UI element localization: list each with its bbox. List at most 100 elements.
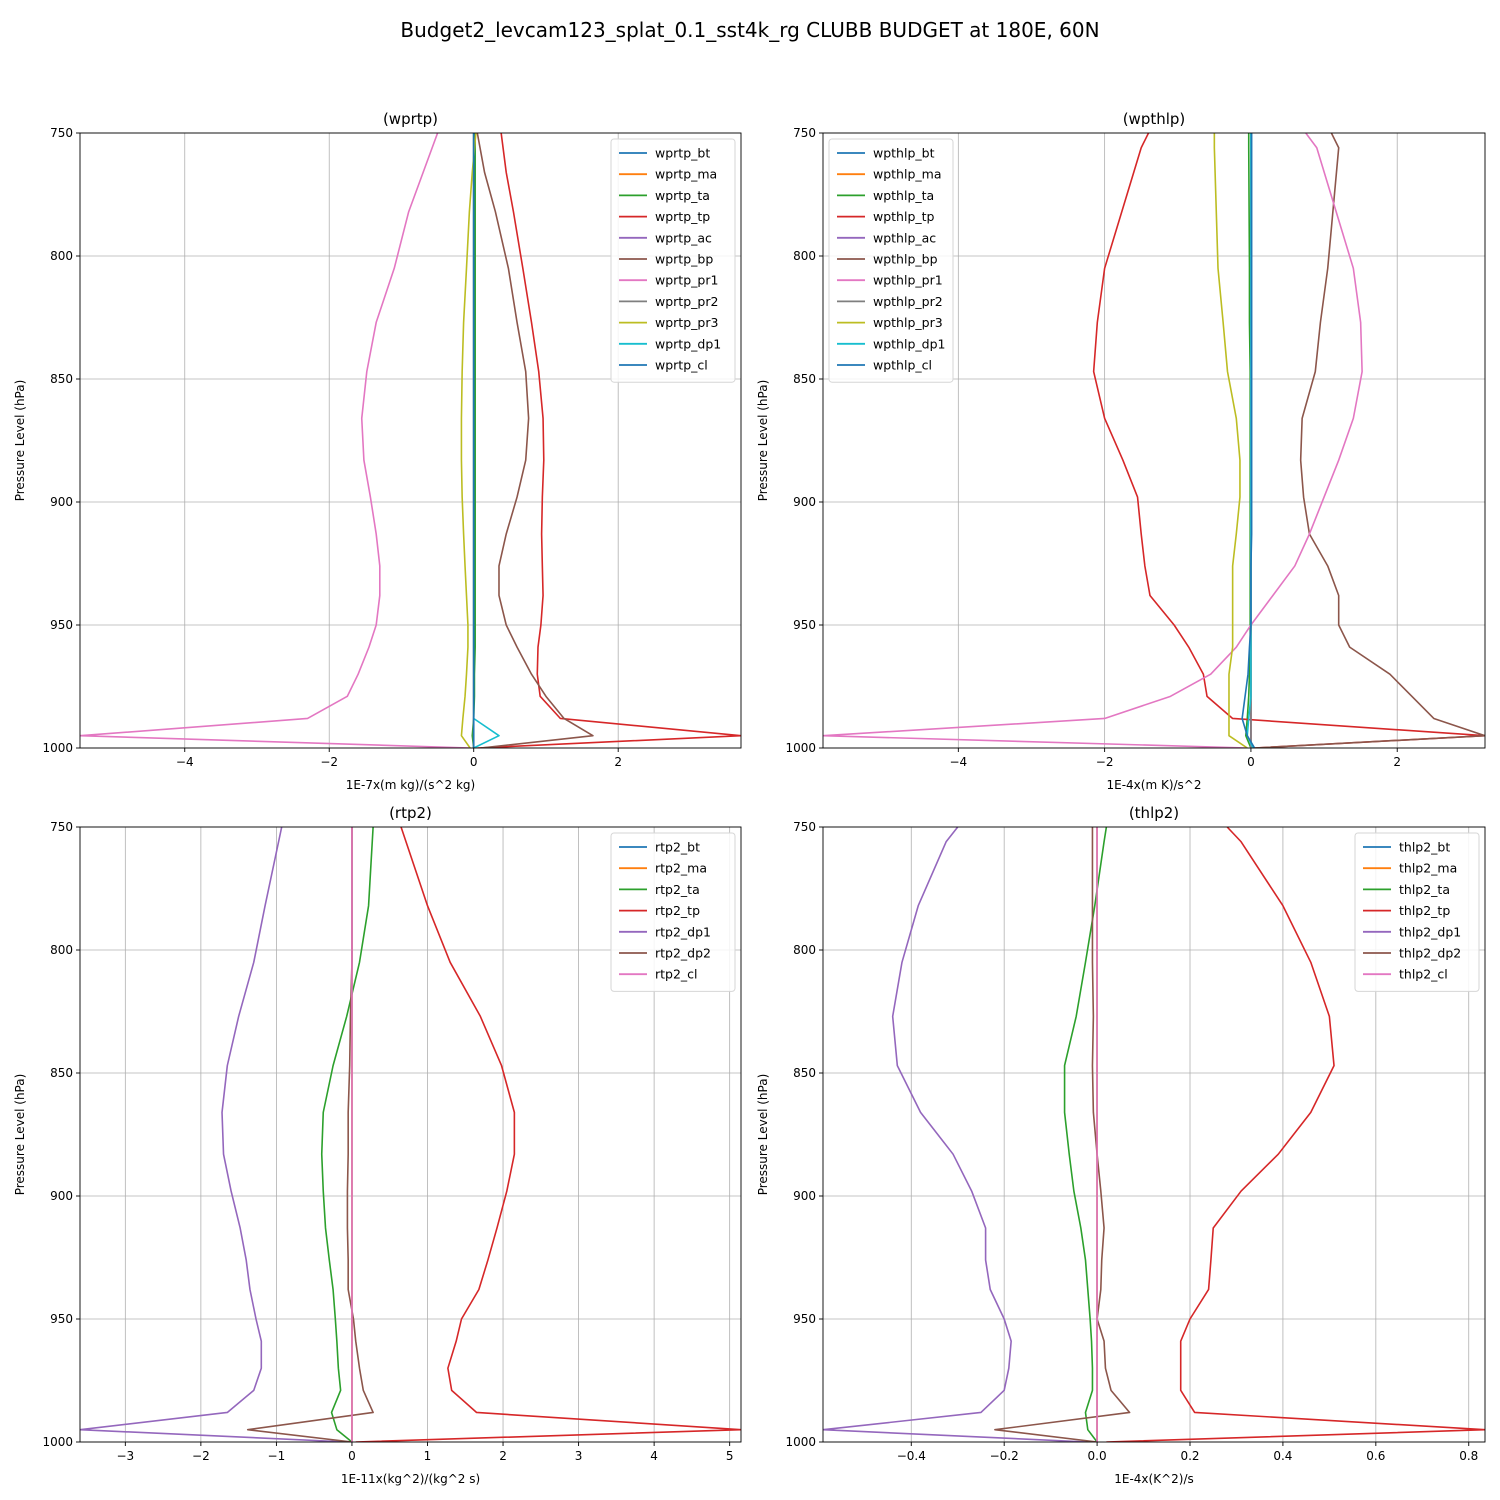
y-tick-label: 950	[793, 618, 816, 632]
series-line-rtp2_tp	[355, 827, 741, 1442]
axes-frame	[822, 132, 1486, 749]
legend-entry-wprtp_dp1: wprtp_dp1	[655, 336, 721, 351]
series-line-wpthlp_bp	[1254, 133, 1485, 748]
legend-entry-wpthlp_bt: wpthlp_bt	[873, 146, 935, 161]
series-line-wpthlp_tp	[1092, 133, 1485, 748]
y-axis-label: Pressure Level (hPa)	[756, 1074, 770, 1196]
series-line-wpthlp_pr3	[1213, 133, 1248, 748]
legend-entry-wpthlp_tp: wpthlp_tp	[873, 209, 935, 224]
axes-frame	[822, 826, 1486, 1443]
x-tick-label: −1	[268, 1449, 286, 1463]
x-axis-label: 1E-11x(kg^2)/(kg^2 s)	[341, 1472, 480, 1486]
legend-box	[610, 832, 736, 992]
legend: wprtp_bt wprtp_ma wprtp_ta wprtp_tp wprtp_ac…	[610, 138, 736, 383]
legend-entry-thlp2_cl: thlp2_cl	[1399, 967, 1448, 982]
legend-entry-wpthlp_pr1: wpthlp_pr1	[873, 273, 943, 288]
y-tick-label: 900	[50, 1189, 73, 1203]
legend-entry-wprtp_tp: wprtp_tp	[655, 209, 710, 224]
legend: wpthlp_bt wpthlp_ma wpthlp_ta wpthlp_tpwpth…	[828, 138, 954, 383]
y-tick-label: 900	[793, 495, 816, 509]
y-tick-label: 800	[793, 249, 816, 263]
series-line-wpthlp_pr1	[823, 133, 1363, 748]
y-tick-label: 750	[50, 126, 73, 140]
y-tick-label: 950	[50, 618, 73, 632]
legend-entry-wprtp_ma: wprtp_ma	[655, 167, 717, 182]
legend-entry-thlp2_ma: thlp2_ma	[1399, 861, 1457, 876]
figure-title: Budget2_levcam123_splat_0.1_sst4k_rg CLU…	[400, 18, 1099, 42]
y-tick-label: 850	[50, 372, 73, 386]
legend-entry-wprtp_ac: wprtp_ac	[655, 230, 712, 245]
legend-entry-wpthlp_ac: wpthlp_ac	[873, 230, 936, 245]
subplot-3: −0.4 −0.2 0.0 0.2 0.4 0.6 0.8 750 800 850 900 950 10…	[756, 804, 1486, 1486]
legend-entry-wprtp_ta: wprtp_ta	[655, 188, 710, 203]
y-axis-label: Pressure Level (hPa)	[13, 1074, 27, 1196]
x-tick-label: −2	[1096, 755, 1114, 769]
legend-entry-wpthlp_bp: wpthlp_bp	[873, 252, 938, 267]
y-axis-label: Pressure Level (hPa)	[756, 380, 770, 502]
legend-entry-wprtp_bt: wprtp_bt	[655, 146, 710, 161]
y-tick-label: 1000	[785, 741, 816, 755]
y-tick-label: 750	[793, 126, 816, 140]
x-tick-label: 5	[726, 1449, 734, 1463]
x-tick-label: 0.2	[1180, 1449, 1199, 1463]
axes-frame	[79, 132, 742, 749]
subplot-1: −4 −2 0 2 750 800 850 900 950 1000 (wpthlp) 1E-4x(m…	[756, 110, 1486, 792]
x-tick-label: 2	[614, 755, 622, 769]
subplots: −4 −2 0 2 750 800 850 900 950 1000 (wprtp) 1E-7x(m …	[13, 110, 1486, 1486]
x-tick-label: −0.2	[990, 1449, 1019, 1463]
legend-entry-thlp2_ta: thlp2_ta	[1399, 882, 1450, 897]
x-tick-label: 0.0	[1088, 1449, 1107, 1463]
y-tick-label: 1000	[42, 1435, 73, 1449]
series-lines-3	[823, 827, 1485, 1442]
y-tick-label: 850	[50, 1066, 73, 1080]
series-line-thlp2_tp	[1106, 827, 1485, 1442]
legend-entry-wpthlp_cl: wpthlp_cl	[873, 358, 932, 373]
y-tick-label: 900	[50, 495, 73, 509]
legend-entry-wprtp_pr1: wprtp_pr1	[655, 273, 718, 288]
y-tick-label: 800	[50, 249, 73, 263]
series-line-rtp2_dp2	[246, 827, 374, 1442]
y-tick-label: 850	[793, 1066, 816, 1080]
y-tick-label: 950	[50, 1312, 73, 1326]
legend-entry-rtp2_dp1: rtp2_dp1	[655, 924, 711, 939]
legend-entry-wprtp_pr2: wprtp_pr2	[655, 294, 718, 309]
x-tick-label: −2	[320, 755, 338, 769]
legend-entry-wpthlp_pr2: wpthlp_pr2	[873, 294, 943, 309]
series-line-rtp2_dp1	[80, 827, 349, 1442]
legend-entry-thlp2_bt: thlp2_bt	[1399, 840, 1450, 855]
x-tick-label: −3	[116, 1449, 134, 1463]
series-line-wprtp_tp	[477, 133, 741, 748]
y-axis-label: Pressure Level (hPa)	[13, 380, 27, 502]
x-tick-label: 0	[348, 1449, 356, 1463]
series-line-thlp2_dp1	[823, 827, 1088, 1442]
x-tick-label: −2	[192, 1449, 210, 1463]
x-tick-label: 0	[470, 755, 478, 769]
y-tick-label: 1000	[785, 1435, 816, 1449]
series-lines-0	[80, 133, 741, 748]
x-tick-label: 1	[424, 1449, 432, 1463]
y-tick-label: 850	[793, 372, 816, 386]
legend-entry-thlp2_dp2: thlp2_dp2	[1399, 946, 1461, 961]
legend-box	[1354, 832, 1480, 992]
x-tick-label: 4	[650, 1449, 658, 1463]
x-axis-label: 1E-4x(m K)/s^2	[1106, 778, 1201, 792]
x-tick-label: 0.6	[1366, 1449, 1385, 1463]
subplot-title: (wprtp)	[383, 110, 438, 128]
y-tick-label: 750	[50, 820, 73, 834]
series-line-wprtp_pr3	[460, 133, 477, 748]
y-tick-label: 900	[793, 1189, 816, 1203]
x-axis-label: 1E-7x(m kg)/(s^2 kg)	[346, 778, 475, 792]
legend-entry-wpthlp_pr3: wpthlp_pr3	[873, 315, 943, 330]
x-tick-label: 3	[575, 1449, 583, 1463]
subplot-title: (wpthlp)	[1123, 110, 1186, 128]
legend-entry-thlp2_tp: thlp2_tp	[1399, 903, 1450, 918]
series-line-rtp2_ta	[320, 827, 374, 1442]
y-tick-label: 1000	[42, 741, 73, 755]
x-tick-label: 2	[499, 1449, 507, 1463]
y-tick-label: 800	[50, 943, 73, 957]
legend-entry-thlp2_dp1: thlp2_dp1	[1399, 924, 1461, 939]
legend-entry-rtp2_ta: rtp2_ta	[655, 882, 700, 897]
x-tick-label: −4	[176, 755, 194, 769]
